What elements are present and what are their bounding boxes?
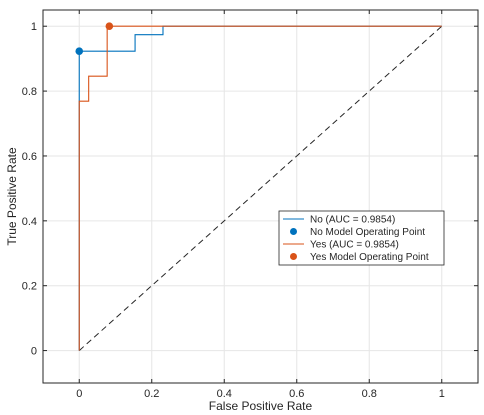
- y-axis-label: True Positive Rate: [5, 147, 19, 246]
- y-tick-label: 1: [31, 21, 37, 33]
- y-tick-label: 0.8: [22, 86, 37, 98]
- legend-entry-label: Yes (AUC = 0.9854): [310, 240, 399, 251]
- x-tick-label: 0.4: [217, 388, 232, 400]
- x-tick-label: 0: [76, 388, 82, 400]
- y-tick-label: 0.4: [22, 216, 37, 228]
- x-tick-label: 0.6: [289, 388, 304, 400]
- grid: [43, 10, 478, 383]
- legend-swatch-marker: [290, 228, 297, 235]
- y-tick-label: 0: [31, 346, 37, 358]
- x-tick-label: 1: [439, 388, 445, 400]
- chance-diagonal-line: [78, 25, 443, 351]
- legend-swatch-marker: [290, 253, 297, 260]
- y-tick-label: 0.6: [22, 151, 37, 163]
- axis-ticks: 0 0.2 0.4 0.6 0.8 1 0 0.2 0.4 0.6 0.8 1: [22, 10, 478, 400]
- series: [75, 22, 443, 351]
- operating-point-1: [75, 47, 84, 55]
- legend-entry-label: Yes Model Operating Point: [310, 252, 429, 263]
- y-tick-label: 0.2: [22, 281, 37, 293]
- x-axis-label: False Positive Rate: [209, 399, 313, 413]
- plot-area-frame: [42, 9, 479, 384]
- legend: No (AUC = 0.9854)No Model Operating Poin…: [278, 210, 445, 266]
- legend-box: [278, 210, 445, 266]
- x-tick-label: 0.8: [362, 388, 377, 400]
- legend-entry-label: No (AUC = 0.9854): [310, 215, 395, 226]
- operating-point-3: [105, 22, 114, 31]
- x-tick-label: 0.2: [144, 388, 159, 400]
- legend-entry-label: No Model Operating Point: [310, 227, 425, 238]
